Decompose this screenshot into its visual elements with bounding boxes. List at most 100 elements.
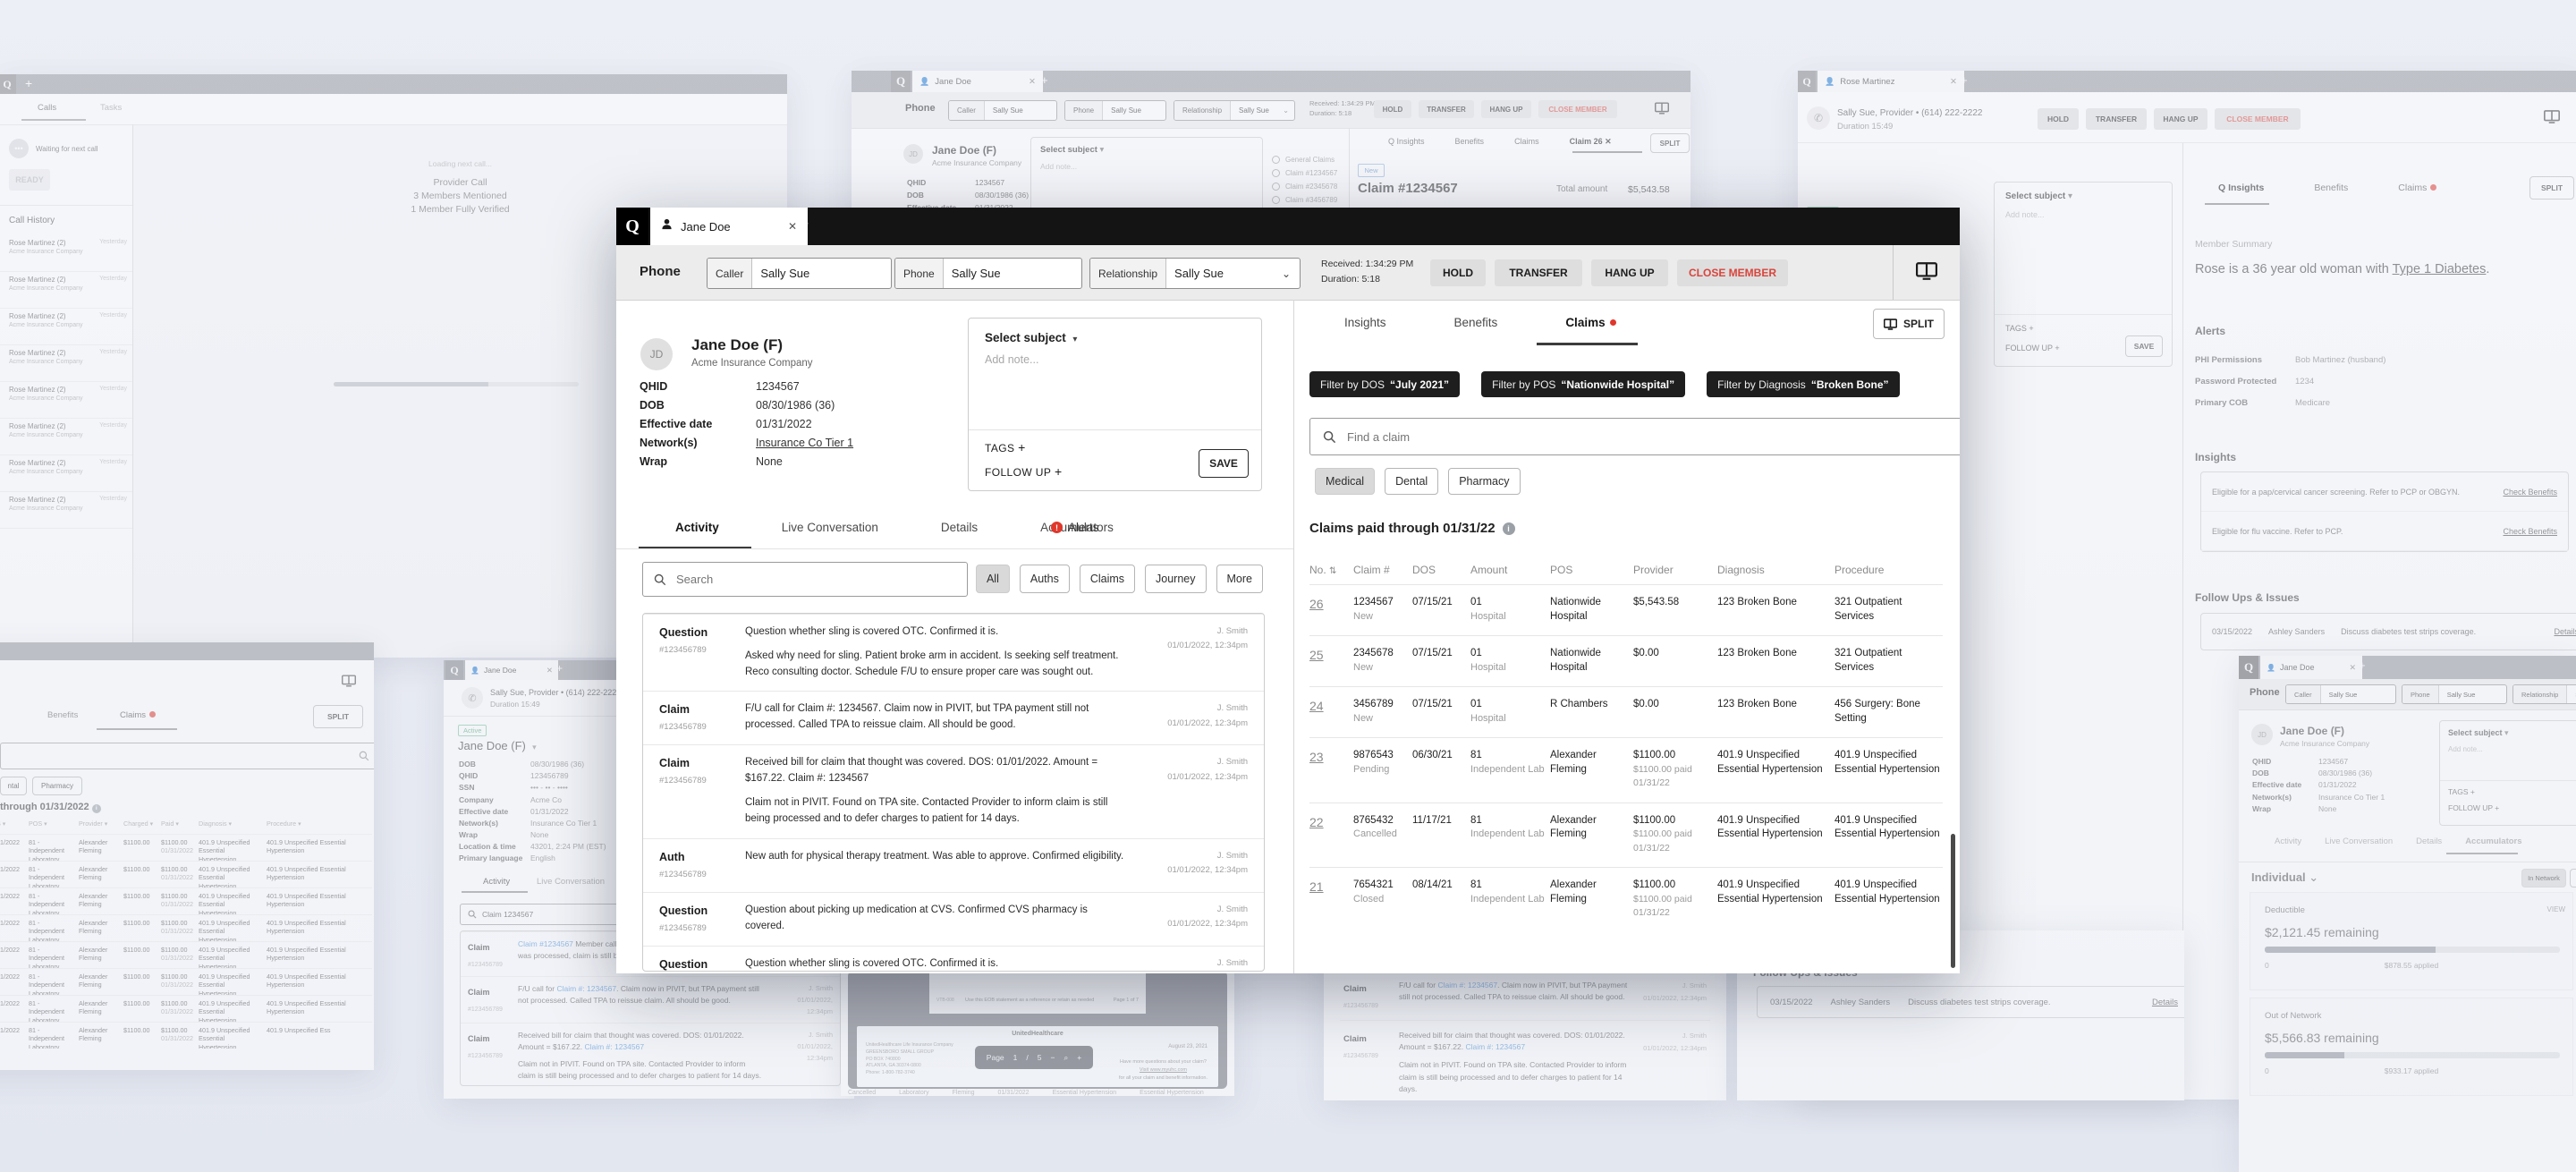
note-placeholder[interactable]: Add note... — [985, 353, 1039, 366]
activity-entry[interactable]: Question#123456789 Question whether slin… — [643, 945, 1264, 971]
claims-search[interactable] — [1309, 418, 1960, 455]
filter-chip[interactable]: More — [1216, 565, 1263, 593]
filter-chip[interactable]: Journey — [1145, 565, 1207, 593]
activity-entry[interactable]: Claim #123456789 F/U call for Claim #: 12… — [643, 691, 1264, 744]
cell-charged: $1100.00 — [123, 919, 150, 927]
claim-row-number[interactable]: 22 — [1309, 814, 1324, 829]
close-icon[interactable]: ✕ — [787, 220, 797, 233]
phone-field-value: Sally Sue — [1111, 106, 1141, 115]
magnifier-icon: ⌕ — [1063, 1052, 1069, 1062]
cell-charged: $1100.00 — [123, 972, 150, 981]
caller-company: Acme Insurance Company — [9, 432, 83, 438]
phone-field[interactable]: Phone Sally Sue — [894, 258, 1082, 289]
panel-tab[interactable]: Benefits — [1453, 316, 1498, 329]
tab-bar: Q Jane Doe ✕ + — [616, 208, 1960, 245]
claim-type-chip[interactable]: Pharmacy — [1448, 468, 1521, 495]
accumulator-cards: Deductible VIEW $2,121.45 remaining 0 $8… — [2250, 892, 2573, 1103]
member-tab[interactable]: Jane Doe ✕ — [650, 208, 808, 245]
app-logo[interactable]: Q — [616, 208, 648, 245]
claims-search-input[interactable] — [1345, 429, 1951, 445]
entry-type: Claim — [659, 703, 691, 717]
claim-row-number[interactable]: 24 — [1309, 699, 1324, 714]
activity-entry[interactable]: Auth #123456789 New auth for physical the… — [643, 837, 1264, 892]
member-tab: 👤 Jane Doe ✕ — [2260, 656, 2362, 679]
claim-row[interactable]: 23 9876543 Pending 06/30/21 81 Independent… — [1309, 737, 1943, 803]
claim-row[interactable]: 21 7654321 Closed 08/14/21 81 Independent … — [1309, 867, 1943, 932]
cell-status: New — [1353, 661, 1374, 673]
search-value: Claim 1234567 — [482, 910, 534, 919]
activity-search[interactable] — [642, 562, 968, 597]
panel-tab[interactable]: Insights — [1344, 316, 1386, 329]
claim-row[interactable]: 25 2345678 New 07/15/21 01 Hospital Nation… — [1309, 635, 1943, 686]
member-tab-item[interactable]: Details — [940, 521, 979, 534]
split-button[interactable]: SPLIT — [1873, 309, 1945, 339]
alert-label: Primary COB — [2195, 397, 2249, 408]
followup-button[interactable]: FOLLOW UP + — [985, 464, 1063, 479]
relationship-select[interactable]: Relationship Sally Sue ⌄ — [1089, 258, 1301, 289]
filter-pill[interactable]: Filter by POS “Nationwide Hospital” — [1481, 371, 1686, 397]
claim-type-chip[interactable]: Dental — [1385, 468, 1439, 495]
info-icon[interactable]: i — [1502, 522, 1515, 535]
claim-row-number[interactable]: 25 — [1309, 648, 1324, 663]
claim-row-number[interactable]: 23 — [1309, 750, 1324, 765]
field-label: Effective date — [459, 806, 509, 816]
alerts-tab[interactable]: ! Alerts — [1051, 521, 1099, 534]
filter-chip[interactable]: All — [975, 565, 1010, 593]
pill-value: “Nationwide Hospital” — [1561, 378, 1675, 391]
transfer-button[interactable]: TRANSFER — [1495, 259, 1582, 286]
field-value: 08/30/1986 (36) — [530, 760, 585, 769]
search-input[interactable] — [674, 572, 956, 587]
cell-procedure: 401.9 Unspecified Essential Hypertension — [267, 999, 346, 1016]
cell-pos-type: Hospital — [1470, 712, 1506, 724]
member-company: Acme Insurance Company — [691, 358, 813, 369]
scrollbar-thumb[interactable] — [1951, 834, 1955, 968]
activity-entry[interactable]: Question #123456789 Question about pickin… — [643, 891, 1264, 946]
cell-diagnosis: 401.9 Unspecified Essential Hypertension — [1717, 814, 1823, 840]
panel-tab[interactable]: Claims — [1565, 316, 1616, 329]
tags-label: TAGS + — [2005, 324, 2034, 333]
entry-pre: Received bill for claim that thought was… — [1399, 1031, 1625, 1052]
hangup-button[interactable]: HANG UP — [1591, 259, 1668, 286]
filter-chip[interactable]: Claims — [1079, 565, 1136, 593]
field-value: 123456789 — [530, 771, 569, 781]
filter-chip[interactable]: Auths — [1019, 565, 1070, 593]
member-tab-item[interactable]: Activity — [675, 521, 719, 534]
sort-no-header[interactable]: No. ⇅ — [1309, 564, 1337, 576]
cell-procedure: 456 Surgery: Bone Setting — [1835, 699, 1920, 724]
cell-diagnosis: 401.9 Unspecified Essential Hypertension — [199, 946, 250, 968]
cell-claim-number: 1234567 — [1353, 597, 1394, 607]
caller-field[interactable]: Caller Sally Sue — [707, 258, 892, 289]
status-icon: ••• — [9, 139, 29, 158]
cell-paid-date: 01/31/2022 — [161, 846, 193, 855]
field-value: None — [530, 830, 549, 840]
select-subject[interactable]: Select subject ▾ — [985, 331, 1078, 344]
claim-row[interactable]: 26 1234567 New 07/15/21 01 Hospital Nation… — [1309, 584, 1943, 635]
filter-pill[interactable]: Filter by Diagnosis “Broken Bone” — [1707, 371, 1900, 397]
claim-row[interactable]: 22 8765432 Cancelled 11/17/21 81 Independe… — [1309, 802, 1943, 868]
activity-feed: Question #123456789 Question whether slin… — [642, 613, 1265, 972]
close-icon: ✕ — [2349, 662, 2356, 672]
claim-type-chip[interactable]: Medical — [1315, 468, 1376, 495]
activity-entry[interactable]: Claim #123456789 Received bill for claim … — [643, 744, 1264, 837]
call-time: Yesterday — [99, 239, 127, 245]
activity-entry[interactable]: Question#123456789 Question whether slin… — [643, 614, 1264, 691]
save-button[interactable]: SAVE — [1199, 449, 1249, 478]
phone-field-value: Sally Sue — [2446, 690, 2476, 699]
claim-row-number[interactable]: 21 — [1309, 879, 1324, 895]
filter-pill[interactable]: Filter by DOS “July 2021” — [1309, 371, 1461, 397]
entry-text: Question about picking up medication at … — [745, 904, 1088, 931]
timeline-label: Claim #3456789 — [1285, 196, 1338, 204]
screen-split-icon[interactable] — [1916, 262, 1937, 285]
screen-split-icon — [1655, 102, 1669, 119]
hold-button[interactable]: HOLD — [1430, 259, 1486, 286]
member-fields: QHID 1234567 DOB 08/30/1986 (36) Effective d… — [2252, 756, 2385, 815]
claim-row-number[interactable]: 26 — [1309, 597, 1324, 611]
cell-provider: Alexander Fleming — [1550, 750, 1597, 775]
search-icon — [359, 751, 369, 761]
member-tab-item[interactable]: Live Conversation — [781, 521, 878, 534]
close-member-button[interactable]: CLOSE MEMBER — [1677, 259, 1788, 286]
tags-button[interactable]: TAGS + — [985, 440, 1026, 454]
claim-row[interactable]: 24 3456789 New 07/15/21 01 Hospital R Cham… — [1309, 686, 1943, 737]
field-label: Company — [459, 794, 494, 804]
new-tab-button[interactable]: + — [799, 215, 809, 234]
